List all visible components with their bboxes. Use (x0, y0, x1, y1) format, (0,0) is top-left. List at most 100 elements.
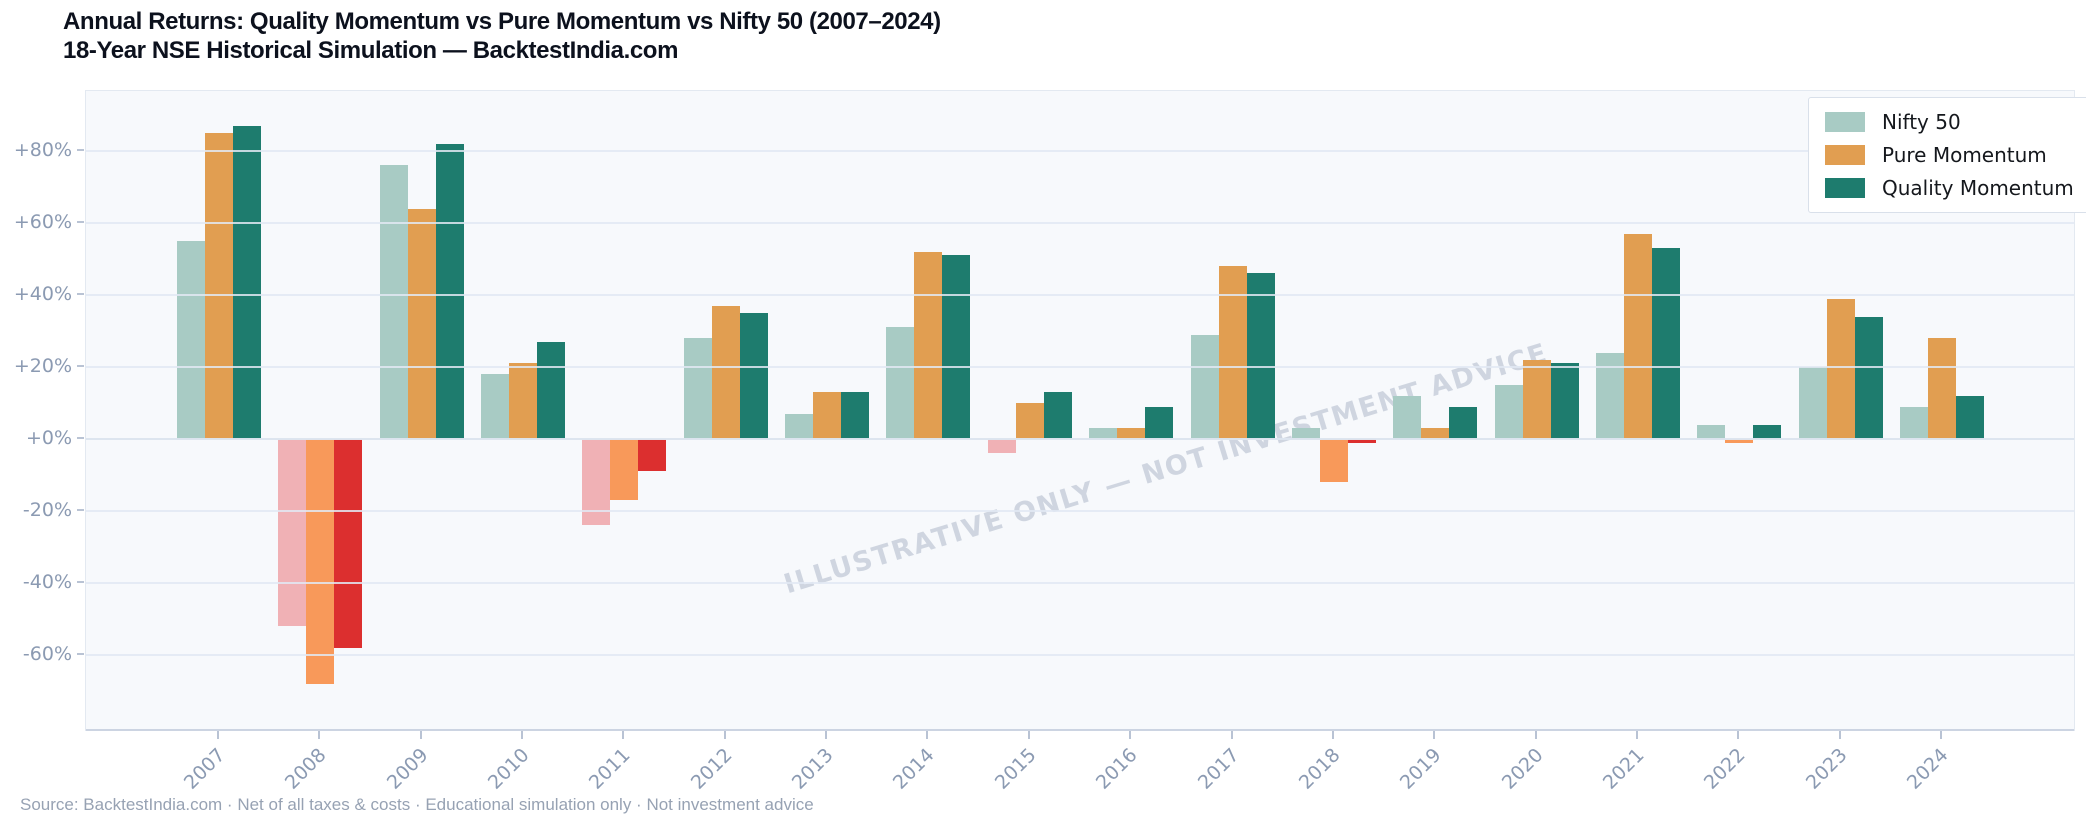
bar-pure-momentum-2018 (1319, 439, 1348, 483)
bar-quality-momentum-2010 (537, 341, 566, 439)
bar-nifty-50-2014 (886, 327, 915, 439)
bar-nifty-50-2015 (987, 439, 1016, 454)
x-tick-mark (1331, 731, 1334, 739)
y-tick-mark (77, 365, 84, 367)
bar-pure-momentum-2007 (205, 133, 233, 439)
y-tick-label: -20% (22, 499, 72, 521)
bar-quality-momentum-2013 (841, 392, 870, 439)
chart-subtitle: 18-Year NSE Historical Simulation — Back… (63, 37, 679, 64)
x-tick-mark (1635, 731, 1638, 739)
y-tick-label: +80% (13, 139, 72, 161)
bar-quality-momentum-2018 (1347, 439, 1376, 443)
x-tick-mark (1838, 731, 1841, 739)
x-tick-label-2022: 2022 (1700, 744, 1750, 794)
x-tick-label-2014: 2014 (889, 744, 939, 794)
bar-pure-momentum-2010 (509, 363, 538, 439)
bar-pure-momentum-2013 (813, 392, 842, 439)
bar-pure-momentum-2012 (711, 305, 740, 439)
x-tick-label-2009: 2009 (382, 744, 433, 794)
bar-nifty-50-2021 (1595, 352, 1624, 439)
x-tick-label-2013: 2013 (787, 744, 838, 794)
x-tick-label-2016: 2016 (1091, 744, 1142, 794)
x-tick-label-2017: 2017 (1193, 744, 1244, 794)
bar-pure-momentum-2011 (610, 439, 639, 501)
legend: Nifty 50 Pure Momentum Quality Momentum (1808, 97, 2086, 213)
legend-swatch (1825, 112, 1865, 132)
bar-pure-momentum-2022 (1725, 439, 1754, 443)
bar-nifty-50-2016 (1089, 428, 1118, 439)
y-tick-mark (77, 293, 84, 295)
legend-label: Quality Momentum (1882, 176, 2074, 200)
bar-pure-momentum-2015 (1015, 403, 1044, 439)
bar-quality-momentum-2017 (1246, 273, 1275, 439)
y-tick-mark (77, 149, 84, 151)
legend-swatch (1825, 145, 1865, 165)
bar-nifty-50-2023 (1798, 367, 1827, 439)
bars-layer (86, 91, 2074, 730)
x-tick-mark (1737, 731, 1740, 739)
bar-pure-momentum-2021 (1623, 233, 1652, 439)
bar-quality-momentum-2007 (233, 125, 261, 439)
plot-area: ILLUSTRATIVE ONLY — NOT INVESTMENT ADVIC… (85, 90, 2075, 731)
bar-nifty-50-2012 (683, 338, 712, 439)
y-tick-label: +60% (13, 211, 72, 233)
bar-pure-momentum-2017 (1218, 266, 1247, 439)
bar-pure-momentum-2008 (306, 439, 335, 684)
x-tick-label-2007: 2007 (179, 744, 230, 794)
bar-nifty-50-2007 (177, 241, 205, 439)
y-tick-label: -60% (22, 643, 72, 665)
y-tick-label: +0% (25, 427, 72, 449)
y-tick-label: +20% (13, 355, 72, 377)
bar-nifty-50-2009 (379, 165, 408, 439)
bar-pure-momentum-2014 (914, 251, 943, 439)
legend-label: Pure Momentum (1882, 143, 2047, 167)
bar-nifty-50-2008 (278, 439, 307, 627)
x-tick-mark (1027, 731, 1030, 739)
bar-nifty-50-2019 (1393, 395, 1422, 439)
x-tick-mark (723, 731, 726, 739)
legend-item-quality-momentum: Quality Momentum (1825, 176, 2083, 200)
bar-pure-momentum-2019 (1421, 428, 1450, 439)
legend-label: Nifty 50 (1882, 110, 1961, 134)
bar-quality-momentum-2022 (1753, 424, 1782, 439)
bar-nifty-50-2010 (481, 374, 510, 439)
x-tick-label-2018: 2018 (1294, 744, 1345, 794)
bar-quality-momentum-2009 (435, 143, 464, 439)
x-tick-label-2020: 2020 (1497, 744, 1548, 794)
x-axis-line (86, 729, 2074, 731)
y-tick-mark (77, 509, 84, 511)
x-tick-mark (521, 731, 524, 739)
bar-quality-momentum-2019 (1449, 406, 1478, 439)
bar-nifty-50-2011 (582, 439, 611, 526)
y-tick-mark (77, 653, 84, 655)
x-tick-mark (1534, 731, 1537, 739)
x-tick-mark (1433, 731, 1436, 739)
legend-swatch (1825, 178, 1865, 198)
x-tick-label-2024: 2024 (1902, 744, 1953, 794)
legend-item-nifty-50: Nifty 50 (1825, 110, 2083, 134)
source-footnote: Source: BacktestIndia.com · Net of all t… (20, 795, 814, 814)
x-tick-label-2015: 2015 (990, 744, 1041, 794)
x-tick-mark (318, 731, 321, 739)
x-tick-label-2023: 2023 (1801, 744, 1852, 794)
bar-quality-momentum-2015 (1043, 392, 1072, 439)
legend-item-pure-momentum: Pure Momentum (1825, 143, 2083, 167)
x-tick-label-2010: 2010 (483, 744, 534, 794)
bar-pure-momentum-2020 (1522, 359, 1551, 439)
bar-pure-momentum-2024 (1927, 338, 1956, 439)
y-tick-mark (77, 437, 84, 439)
chart-title: Annual Returns: Quality Momentum vs Pure… (63, 8, 941, 35)
bar-pure-momentum-2016 (1117, 428, 1146, 439)
bar-pure-momentum-2023 (1826, 298, 1855, 439)
x-tick-mark (217, 731, 219, 739)
x-tick-label-2008: 2008 (281, 744, 331, 794)
x-tick-mark (419, 731, 422, 739)
bar-pure-momentum-2009 (407, 208, 436, 439)
bar-quality-momentum-2023 (1854, 316, 1883, 439)
y-tick-mark (77, 221, 84, 223)
x-tick-mark (825, 731, 828, 739)
x-tick-label-2011: 2011 (585, 744, 635, 794)
x-tick-label-2021: 2021 (1598, 744, 1649, 794)
bar-nifty-50-2013 (785, 413, 814, 439)
bar-nifty-50-2024 (1899, 406, 1928, 439)
